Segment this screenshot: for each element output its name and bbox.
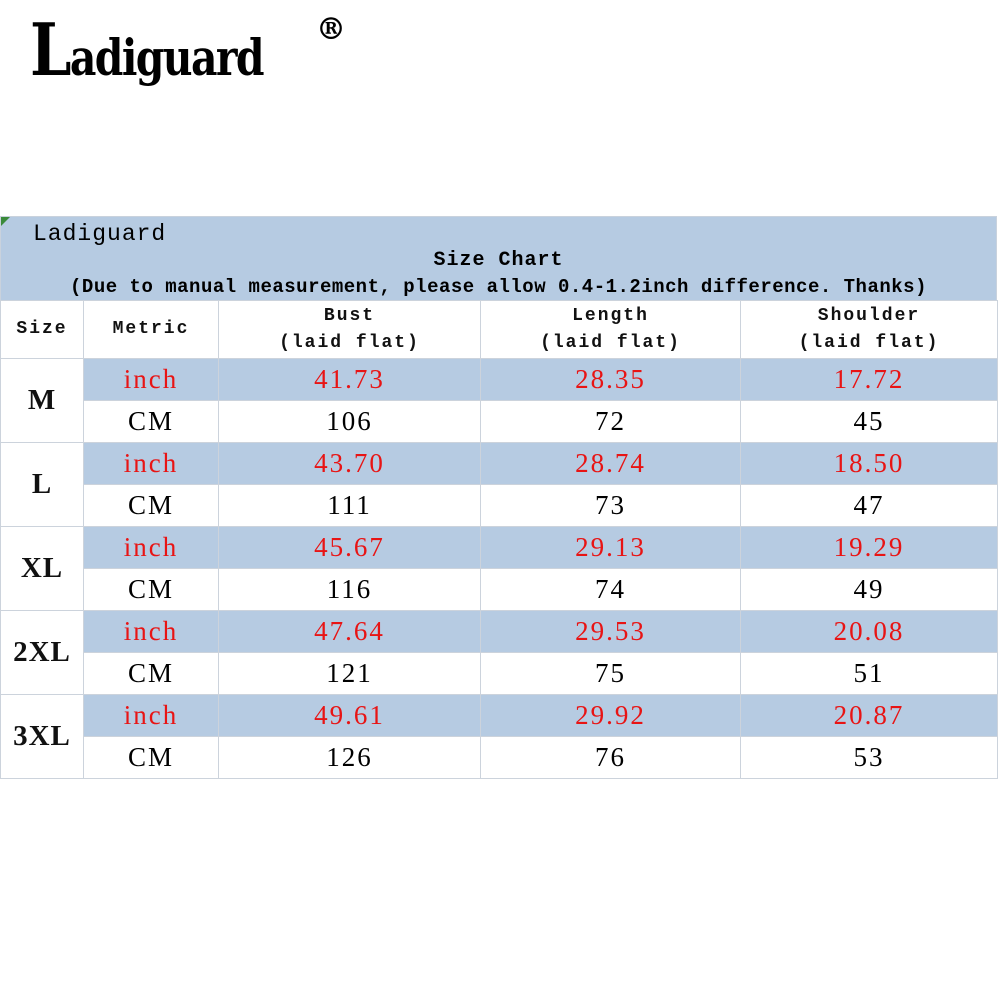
metric-label-cm: CM (83, 484, 219, 527)
length-inch-value: 29.53 (480, 610, 741, 653)
bust-cm-value: 116 (218, 568, 481, 611)
bust-inch-value: 49.61 (218, 694, 481, 737)
length-inch-value: 28.35 (480, 358, 741, 401)
shoulder-inch-value: 20.87 (740, 694, 998, 737)
size-table: Size Metric Bust (laid flat) Length (lai… (0, 300, 998, 779)
shoulder-cm-value: 45 (740, 400, 998, 443)
metric-label-cm: CM (83, 652, 219, 695)
table-row-2xl-cm: CM 121 75 51 (1, 652, 998, 695)
size-label: L (0, 442, 84, 527)
brand-logo-rest: adiguard (69, 28, 265, 87)
size-chart-title: Size Chart (433, 249, 564, 272)
length-inch-value: 29.13 (480, 526, 741, 569)
metric-label-inch: inch (83, 442, 219, 485)
banner-brand-text: Ladiguard (33, 221, 167, 247)
shoulder-inch-value: 20.08 (740, 610, 998, 653)
metric-label-inch: inch (83, 694, 219, 737)
table-row-l-inch: L inch 43.70 28.74 18.50 (0, 442, 998, 527)
bust-inch-value: 41.73 (218, 358, 481, 401)
shoulder-inch-value: 19.29 (740, 526, 998, 569)
length-cm-value: 72 (480, 400, 741, 443)
col-header-bust: Bust (laid flat) (218, 300, 481, 359)
header-row: Size Metric Bust (laid flat) Length (lai… (0, 300, 998, 359)
length-inch-value: 29.92 (480, 694, 741, 737)
table-row-xl-inch: XL inch 45.67 29.13 19.29 (0, 526, 998, 611)
bust-cm-value: 111 (218, 484, 481, 527)
metric-label-inch: inch (83, 610, 219, 653)
table-row-l-cm: CM 111 73 47 (1, 484, 998, 527)
metric-label-inch: inch (83, 526, 219, 569)
length-cm-value: 75 (480, 652, 741, 695)
col-header-length: Length (laid flat) (480, 300, 741, 359)
length-cm-value: 74 (480, 568, 741, 611)
col-header-metric: Metric (83, 300, 219, 359)
registered-trademark-icon: ® (316, 12, 346, 47)
measurement-note: (Due to manual measurement, please allow… (70, 276, 927, 298)
metric-label-cm: CM (83, 400, 219, 443)
bust-inch-value: 45.67 (218, 526, 481, 569)
col-header-shoulder: Shoulder (laid flat) (740, 300, 998, 359)
shoulder-inch-value: 18.50 (740, 442, 998, 485)
size-label: M (0, 358, 84, 443)
shoulder-cm-value: 47 (740, 484, 998, 527)
bust-cm-value: 126 (218, 736, 481, 779)
col-header-size: Size (0, 300, 84, 359)
table-row-m-inch: M inch 41.73 28.35 17.72 (0, 358, 998, 443)
shoulder-cm-value: 49 (740, 568, 998, 611)
size-label: 3XL (0, 694, 84, 779)
length-inch-value: 28.74 (480, 442, 741, 485)
size-chart: Ladiguard Size Chart (Due to manual meas… (0, 216, 998, 779)
metric-label-inch: inch (83, 358, 219, 401)
table-row-xl-cm: CM 116 74 49 (1, 568, 998, 611)
table-row-3xl-inch: 3XL inch 49.61 29.92 20.87 (0, 694, 998, 779)
size-label: 2XL (0, 610, 84, 695)
table-row-3xl-cm: CM 126 76 53 (1, 736, 998, 779)
cell-comment-triangle-icon (1, 217, 10, 226)
brand-logo-wordmark: Ladiguard (30, 14, 265, 94)
shoulder-cm-value: 51 (740, 652, 998, 695)
metric-label-cm: CM (83, 736, 219, 779)
brand-logo-initial: L (30, 7, 71, 92)
bust-cm-value: 121 (218, 652, 481, 695)
shoulder-inch-value: 17.72 (740, 358, 998, 401)
length-cm-value: 73 (480, 484, 741, 527)
bust-inch-value: 47.64 (218, 610, 481, 653)
brand-logo: Ladiguard ® (30, 12, 346, 94)
metric-label-cm: CM (83, 568, 219, 611)
table-row-m-cm: CM 106 72 45 (1, 400, 998, 443)
table-row-2xl-inch: 2XL inch 47.64 29.53 20.08 (0, 610, 998, 695)
shoulder-cm-value: 53 (740, 736, 998, 779)
size-label: XL (0, 526, 84, 611)
bust-inch-value: 43.70 (218, 442, 481, 485)
size-chart-banner: Ladiguard Size Chart (Due to manual meas… (0, 216, 997, 300)
bust-cm-value: 106 (218, 400, 481, 443)
length-cm-value: 76 (480, 736, 741, 779)
